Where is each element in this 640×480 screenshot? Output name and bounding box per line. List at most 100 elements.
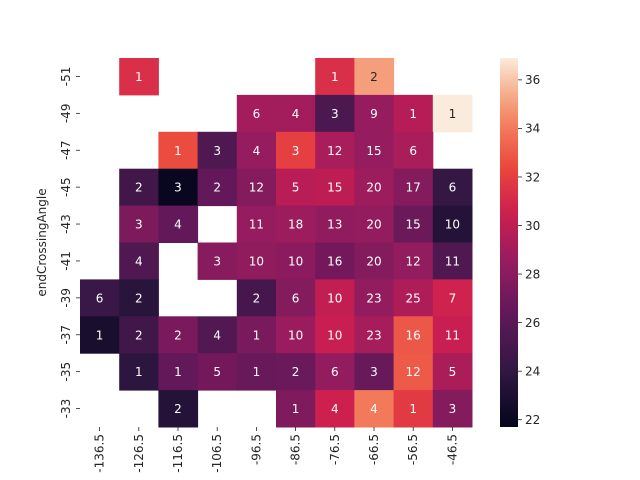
x-tick-label: -76.5 <box>328 434 342 465</box>
cell-label: 3 <box>449 402 457 416</box>
heatmap-cell <box>158 131 199 170</box>
colorbar-tick-label: 30 <box>525 219 540 233</box>
cell-label: 15 <box>366 144 381 158</box>
heatmap-cell <box>80 316 120 354</box>
cell-label: 1 <box>292 402 300 416</box>
x-tick-label: -136.5 <box>93 434 107 473</box>
heatmap-cell <box>315 242 355 280</box>
y-tick-label: -39 <box>59 288 73 308</box>
cell-label: 16 <box>327 254 342 268</box>
y-tick-label: -47 <box>59 140 73 160</box>
heatmap-cell <box>315 205 355 243</box>
heatmap-cell <box>354 168 395 207</box>
cell-label: 2 <box>174 328 182 342</box>
heatmap-cell <box>315 131 355 170</box>
heatmap-cell <box>432 390 473 428</box>
heatmap-cell <box>354 58 395 96</box>
cell-label: 3 <box>213 144 221 158</box>
cell-label: 2 <box>174 402 182 416</box>
cell-label: 9 <box>370 107 378 121</box>
cell-label: 11 <box>249 218 264 232</box>
cell-label: 20 <box>366 181 381 195</box>
cell-label: 12 <box>249 181 264 195</box>
cell-label: 5 <box>213 365 221 379</box>
y-axis-label: endCrossingAngle <box>35 188 49 296</box>
cell-label: 16 <box>406 328 421 342</box>
cell-labels: 1 1 26 4 3 9 1 11 3 4 3 12 15 62 3 2 12 5 15 20 17 63 4 11 18 13 2… <box>96 70 460 416</box>
cell-label: 2 <box>292 365 300 379</box>
heatmap-cell <box>315 94 355 133</box>
cell-label: 2 <box>370 70 378 84</box>
heatmap-cell <box>354 353 395 391</box>
cell-label: 23 <box>366 291 381 305</box>
x-tick-label: -56.5 <box>406 434 420 465</box>
heatmap-cell <box>393 316 434 354</box>
cell-label: 1 <box>409 402 417 416</box>
cell-label: 13 <box>327 218 342 232</box>
y-tick-label: -37 <box>59 325 73 345</box>
cell-label: 3 <box>292 144 300 158</box>
heatmap-cell <box>119 242 159 280</box>
heatmap-cell <box>236 168 277 207</box>
cell-label: 4 <box>331 402 339 416</box>
y-tick-label: -33 <box>59 399 73 419</box>
cell-label: 2 <box>135 181 143 195</box>
cell-label: 15 <box>327 181 342 195</box>
cell-label: 6 <box>331 365 339 379</box>
heatmap-cell <box>276 353 316 391</box>
heatmap-cell <box>197 316 238 354</box>
cell-label: 10 <box>249 254 264 268</box>
cell-label: 1 <box>253 328 261 342</box>
cell-label: 1 <box>174 144 182 158</box>
cell-label: 10 <box>327 328 342 342</box>
colorbar-tick-label: 28 <box>525 267 540 281</box>
colorbar-tick-label: 36 <box>525 73 540 87</box>
heatmap-cell <box>432 279 473 317</box>
cell-label: 23 <box>366 328 381 342</box>
heatmap-cell <box>393 94 434 133</box>
heatmap-cell <box>315 279 355 317</box>
cell-label: 1 <box>135 365 143 379</box>
cell-label: 10 <box>288 328 303 342</box>
x-tick-label: -86.5 <box>289 434 303 465</box>
heatmap-cell <box>393 205 434 243</box>
heatmap-cell <box>315 390 355 428</box>
cell-label: 17 <box>406 181 421 195</box>
heatmap-cell <box>354 131 395 170</box>
cell-label: 1 <box>449 107 457 121</box>
x-tick-label: -106.5 <box>210 434 224 473</box>
heatmap-cell <box>276 242 316 280</box>
heatmap-cell <box>236 242 277 280</box>
cell-label: 3 <box>135 218 143 232</box>
cell-label: 2 <box>253 291 261 305</box>
colorbar: 22 24 26 28 30 32 34 36 <box>500 58 540 427</box>
heatmap-cell <box>236 94 277 133</box>
cell-label: 10 <box>327 291 342 305</box>
cell-label: 6 <box>96 291 104 305</box>
heatmap-cell <box>119 205 159 243</box>
heatmap-cell <box>119 353 159 391</box>
heatmap-cell <box>236 353 277 391</box>
cell-label: 4 <box>292 107 300 121</box>
heatmap-cell <box>276 168 316 207</box>
heatmap-cell <box>236 316 277 354</box>
y-axis-ticks: -51 -49 -47 -45 -43 -41 -39 -37 -35 -33 <box>59 67 80 419</box>
cell-label: 20 <box>366 254 381 268</box>
x-tick-label: -46.5 <box>445 434 459 465</box>
heatmap-cell <box>354 242 395 280</box>
cell-label: 5 <box>449 365 457 379</box>
cell-label: 4 <box>253 144 261 158</box>
heatmap-cell <box>158 353 199 391</box>
cell-label: 1 <box>174 365 182 379</box>
cell-label: 4 <box>174 218 182 232</box>
heatmap-cell <box>80 279 120 317</box>
cell-label: 11 <box>445 328 460 342</box>
heatmap-cell <box>354 94 395 133</box>
colorbar-tick-label: 26 <box>525 316 540 330</box>
heatmap-cell <box>276 279 316 317</box>
x-tick-label: -116.5 <box>171 434 185 473</box>
cell-label: 12 <box>406 254 421 268</box>
heatmap-cell <box>432 168 473 207</box>
heatmap-cell <box>119 279 159 317</box>
heatmap-cell <box>197 131 238 170</box>
